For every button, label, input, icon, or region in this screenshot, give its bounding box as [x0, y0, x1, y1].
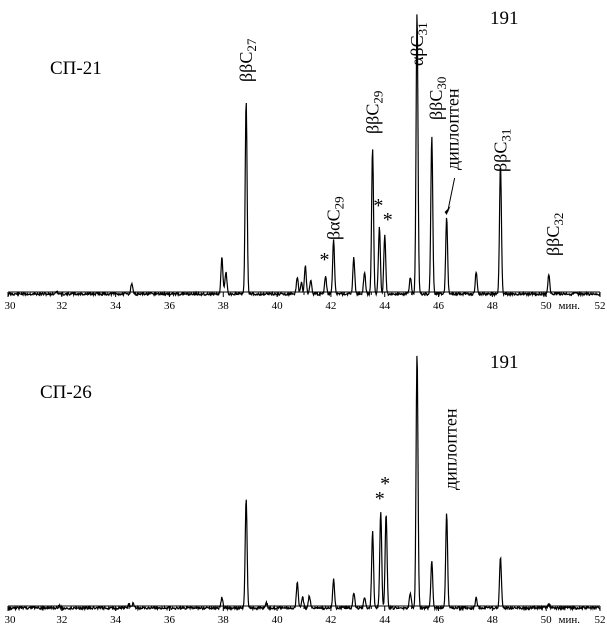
x-tick-label: 36 — [164, 300, 176, 312]
x-tick-label: 52 — [595, 300, 606, 312]
peak-label: βαC29 — [324, 196, 347, 240]
peak-annotations: диплоптен ** — [375, 408, 461, 510]
x-tick-label: 40 — [272, 614, 284, 624]
arrow-head — [444, 206, 451, 215]
x-tick-label: 38 — [218, 300, 230, 312]
chromatogram-panel-sp26: СП-26 191 диплоптен ** 30 32 34 36 38 40 42 44 46… — [5, 352, 606, 624]
x-tick-label: 34 — [110, 614, 122, 624]
x-tick-label: 34 — [110, 300, 122, 312]
chromatogram-panel-sp21: СП-21 191 ββC27 βαC29 ββC29 αβC31 ββC30дипло… — [5, 8, 606, 312]
x-tick-label: 42 — [325, 300, 336, 312]
asterisk-marker: * — [383, 209, 393, 231]
x-axis: 30 32 34 36 38 40 42 44 46 48 50 52 мин. — [5, 605, 606, 624]
x-tick-label: 32 — [56, 614, 67, 624]
peak-label: αβC31 — [407, 22, 430, 66]
x-tick-label: 46 — [433, 614, 445, 624]
asterisk-marker: * — [380, 473, 390, 495]
chromatogram-trace — [7, 14, 601, 298]
x-tick-label: 44 — [379, 614, 391, 624]
x-unit-label: мин. — [559, 614, 581, 624]
peak-label: ββC29 — [363, 91, 386, 134]
ion-label: 191 — [490, 352, 519, 373]
x-tick-label: 38 — [218, 614, 230, 624]
sample-label: СП-21 — [50, 58, 102, 79]
asterisk-marker: * — [373, 195, 383, 217]
x-tick-label: 40 — [272, 300, 284, 312]
chromatogram-trace — [7, 355, 601, 612]
x-tick-label: 52 — [595, 614, 606, 624]
peak-label: диплоптен — [441, 408, 461, 490]
ion-label: 191 — [490, 8, 519, 29]
annotation-arrow — [447, 177, 456, 213]
x-tick-label: 48 — [487, 300, 499, 312]
x-axis: 30 32 34 36 38 40 42 44 46 48 50 52 мин. — [5, 291, 606, 312]
x-tick-label: 36 — [164, 614, 176, 624]
peak-label: ββC30 — [426, 77, 449, 120]
peak-label: ββC32 — [543, 213, 566, 256]
x-tick-label: 46 — [433, 300, 445, 312]
peak-label: ββC27 — [236, 38, 259, 82]
x-tick-label: 44 — [379, 300, 391, 312]
x-tick-label: 48 — [487, 614, 499, 624]
asterisk-marker: * — [375, 488, 385, 510]
x-tick-label: 50 — [541, 614, 553, 624]
x-tick-label: 42 — [325, 614, 336, 624]
x-tick-label: 32 — [56, 300, 67, 312]
x-tick-label: 30 — [5, 300, 17, 312]
x-tick-label: 30 — [5, 614, 17, 624]
x-tick-label: 50 — [541, 300, 553, 312]
peak-label: ββC31 — [490, 129, 513, 172]
sample-label: СП-26 — [40, 382, 92, 403]
asterisk-marker: * — [320, 249, 330, 271]
peak-label: диплоптен — [443, 88, 463, 170]
x-unit-label: мин. — [559, 300, 581, 312]
